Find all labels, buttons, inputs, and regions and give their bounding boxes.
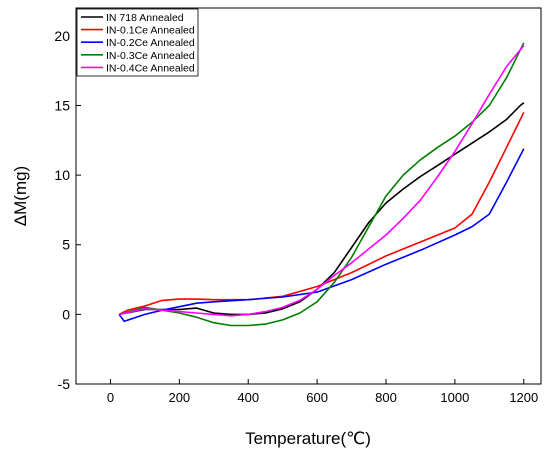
series-line-1 <box>118 112 525 316</box>
x-tick-label: 200 <box>168 390 190 405</box>
y-tick-label: 20 <box>54 28 70 44</box>
x-tick-label: 400 <box>237 390 259 405</box>
series-layer <box>118 42 525 327</box>
legend-label-0: IN 718 Annealed <box>106 12 184 24</box>
series-line-3 <box>118 42 525 327</box>
plot-area-frame <box>75 7 542 385</box>
y-tick-label: 0 <box>62 306 70 322</box>
axis-ticks: 0 200 400 600 800 1000 1200 -5 0 5 10 15 20 <box>54 28 538 405</box>
y-tick-label: 5 <box>62 237 70 253</box>
y-axis-label: ΔM(mg) <box>11 166 30 226</box>
series-line-4 <box>118 45 525 317</box>
legend-label-4: IN-0.4Ce Annealed <box>106 62 195 74</box>
x-tick-label: 800 <box>375 390 397 405</box>
x-tick-label: 0 <box>107 390 114 405</box>
x-tick-label: 600 <box>306 390 328 405</box>
series-line-2 <box>118 148 525 323</box>
y-tick-label: 15 <box>54 97 70 113</box>
y-tick-label: 10 <box>54 167 70 183</box>
legend-label-3: IN-0.3Ce Annealed <box>106 50 195 62</box>
x-tick-label: 1000 <box>440 390 469 405</box>
x-tick-label: 1200 <box>509 390 538 405</box>
legend-label-1: IN-0.1Ce Annealed <box>106 25 195 37</box>
y-tick-label: -5 <box>58 376 71 392</box>
x-axis-label: Temperature(℃) <box>245 429 371 448</box>
legend-label-2: IN-0.2Ce Annealed <box>106 37 195 49</box>
series-line-0 <box>118 102 525 316</box>
